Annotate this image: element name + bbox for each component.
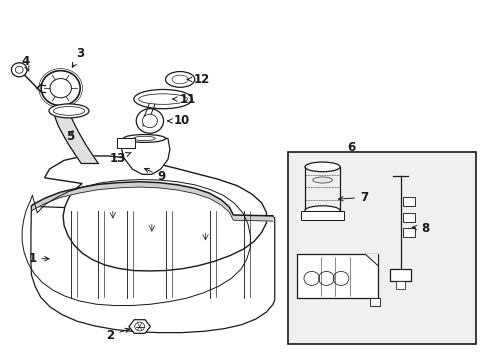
Text: 13: 13 — [109, 152, 131, 165]
Bar — [389, 269, 410, 282]
Ellipse shape — [49, 104, 89, 118]
Text: 2: 2 — [106, 328, 129, 342]
Text: 12: 12 — [187, 73, 209, 86]
Ellipse shape — [53, 107, 84, 115]
Bar — [402, 228, 414, 237]
Ellipse shape — [139, 94, 187, 104]
Bar — [369, 298, 379, 306]
Text: 6: 6 — [347, 141, 355, 154]
Ellipse shape — [305, 206, 339, 215]
Circle shape — [41, 71, 80, 105]
Text: 10: 10 — [167, 114, 190, 127]
Ellipse shape — [165, 72, 194, 87]
Polygon shape — [31, 206, 274, 333]
Polygon shape — [129, 320, 150, 333]
Circle shape — [15, 66, 23, 73]
Ellipse shape — [305, 162, 339, 172]
Text: 7: 7 — [338, 191, 367, 204]
Polygon shape — [300, 211, 344, 220]
Circle shape — [142, 114, 157, 128]
Bar — [117, 138, 135, 148]
Text: 1: 1 — [28, 252, 49, 265]
Text: 9: 9 — [144, 168, 165, 183]
Ellipse shape — [134, 90, 192, 109]
Circle shape — [50, 78, 71, 98]
Text: 11: 11 — [172, 93, 195, 105]
Text: 3: 3 — [72, 47, 84, 67]
Polygon shape — [121, 139, 169, 174]
Ellipse shape — [123, 135, 165, 143]
Text: 5: 5 — [66, 130, 74, 143]
Text: 8: 8 — [411, 222, 428, 235]
Bar — [288, 152, 475, 344]
Polygon shape — [53, 111, 98, 163]
Ellipse shape — [312, 177, 331, 183]
Bar — [395, 282, 405, 289]
Bar — [402, 213, 414, 221]
Bar — [402, 198, 414, 206]
Bar — [297, 255, 377, 298]
Circle shape — [135, 322, 144, 331]
Polygon shape — [365, 255, 377, 265]
Text: 4: 4 — [21, 55, 29, 71]
Polygon shape — [44, 156, 266, 271]
Circle shape — [11, 63, 27, 77]
Circle shape — [136, 109, 163, 133]
